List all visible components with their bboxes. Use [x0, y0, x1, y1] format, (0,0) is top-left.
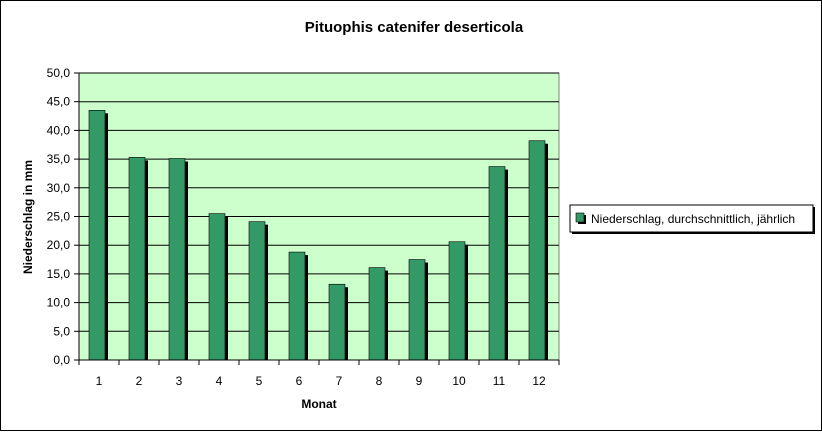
- bars: [88, 110, 548, 361]
- bar-month-4: [208, 213, 226, 361]
- legend: Niederschlag, durchschnittlich, jährlich: [569, 204, 815, 234]
- bar-month-1: [88, 110, 106, 361]
- y-tick-label: 0,0: [53, 353, 70, 367]
- y-tick-label: 20,0: [47, 238, 71, 252]
- y-tick-label: 30,0: [47, 181, 71, 195]
- legend-box-shadow-bottom: [572, 232, 815, 234]
- x-tick-label: 11: [493, 374, 506, 388]
- y-axis-label: Niederschlag in mm: [21, 160, 35, 274]
- y-tick-label: 15,0: [47, 267, 71, 281]
- x-axis-ticks: 1 2 3 4 5 6 7 8 9 10 11 12: [78, 360, 560, 388]
- y-tick-label: 45,0: [47, 95, 71, 109]
- grid-lines: [79, 72, 559, 332]
- legend-label: Niederschlag, durchschnittlich, jährlich: [591, 212, 795, 226]
- bar-month-2: [128, 157, 146, 361]
- chart-title: Pituophis catenifer deserticola: [305, 19, 524, 36]
- bar-month-5: [248, 221, 266, 361]
- y-tick-label: 50,0: [47, 66, 71, 80]
- x-tick-label: 5: [256, 374, 263, 388]
- bar-month-7: [328, 283, 346, 361]
- y-tick-label: 25,0: [47, 210, 71, 224]
- x-tick-label: 6: [296, 374, 303, 388]
- x-tick-label: 3: [176, 374, 183, 388]
- y-tick-label: 35,0: [47, 152, 71, 166]
- x-tick-label: 8: [376, 374, 383, 388]
- legend-box-shadow-right: [813, 207, 815, 234]
- bar-month-9: [408, 259, 426, 361]
- y-tick-label: 10,0: [47, 296, 71, 310]
- bar-month-8: [368, 267, 386, 361]
- x-tick-label: 1: [96, 374, 103, 388]
- y-tick-label: 5,0: [53, 324, 70, 338]
- bar-month-10: [448, 241, 466, 361]
- x-tick-label: 12: [532, 374, 546, 388]
- legend-swatch: [575, 212, 585, 223]
- bar-month-12: [528, 140, 546, 361]
- bar-month-11: [488, 166, 506, 361]
- x-axis-label: Monat: [301, 397, 336, 411]
- y-tick-label: 40,0: [47, 123, 71, 137]
- x-tick-label: 7: [336, 374, 343, 388]
- x-tick-label: 10: [452, 374, 466, 388]
- bar-month-6: [288, 251, 306, 361]
- x-tick-label: 2: [136, 374, 143, 388]
- bar-month-3: [168, 158, 186, 361]
- y-axis-ticks: 0,0 5,0 10,0 15,0 20,0 25,0 30,0 35,0 40,0 45,0 50…: [47, 66, 79, 367]
- x-tick-label: 4: [216, 374, 223, 388]
- x-tick-label: 9: [416, 374, 423, 388]
